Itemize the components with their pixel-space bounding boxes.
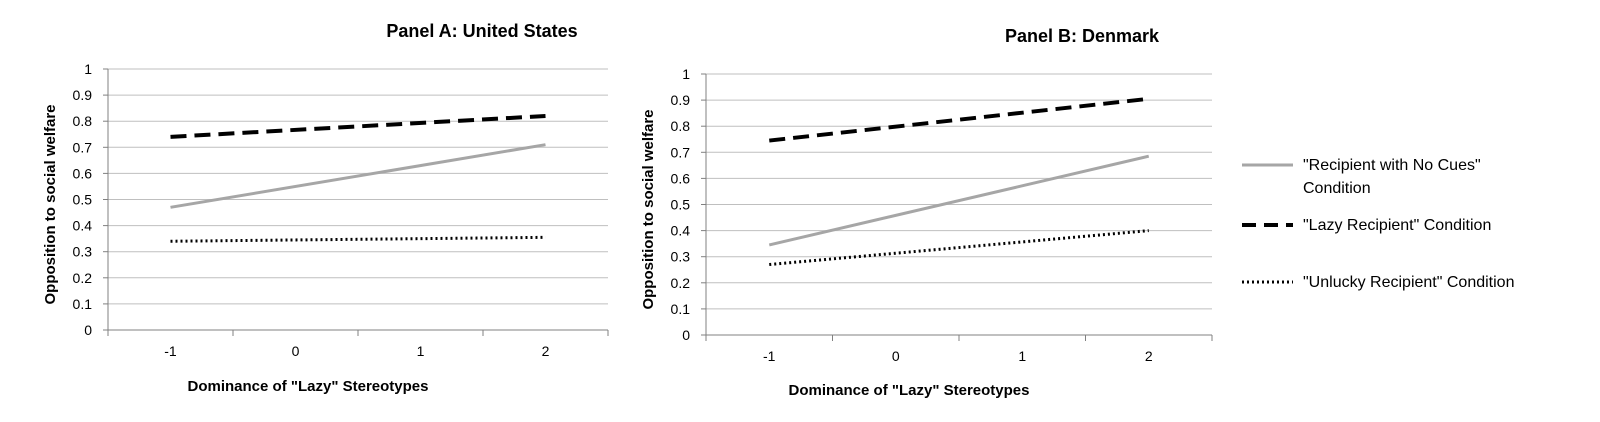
y-tick-label: 0 [682, 327, 690, 343]
y-tick-label: 0 [84, 322, 92, 338]
x-axis-label: Dominance of "Lazy" Stereotypes [789, 382, 1030, 399]
y-tick-label: 0.1 [73, 296, 93, 312]
y-tick-label: 0.2 [73, 270, 93, 286]
y-tick-label: 0.6 [671, 170, 691, 186]
x-tick-label: 1 [1018, 348, 1026, 364]
y-tick-label: 0.6 [73, 165, 93, 181]
y-tick-label: 1 [84, 61, 92, 77]
y-tick-label: 0.2 [671, 275, 691, 291]
y-tick-label: 1 [682, 66, 690, 82]
y-tick-label: 0.5 [671, 197, 691, 213]
y-tick-label: 0.4 [73, 218, 93, 234]
y-tick-label: 0.3 [73, 244, 93, 260]
y-tick-label: 0.4 [671, 223, 691, 239]
y-tick-label: 0.8 [671, 118, 691, 134]
x-tick-label: 0 [292, 343, 300, 359]
legend-label-2: "Unlucky Recipient" Condition [1303, 274, 1514, 291]
x-tick-label: -1 [763, 348, 776, 364]
y-axis-label: Opposition to social welfare [42, 104, 59, 304]
series-line-1 [769, 96, 1149, 143]
series-line-2 [769, 229, 1149, 267]
legend-label-0: "Recipient with No Cues" [1303, 157, 1481, 174]
y-tick-label: 0.1 [671, 301, 691, 317]
y-axis-label: Opposition to social welfare [640, 109, 657, 309]
x-tick-label: 1 [417, 343, 425, 359]
legend-label-0-line2: Condition [1303, 180, 1371, 197]
y-tick-label: 0.8 [73, 113, 93, 129]
panel-b-chart: 0 0.1 0.2 0.3 0.4 0.5 0.6 0.7 0.8 0.9 1 -1 0 1 2 Panel … [640, 26, 1213, 399]
y-tick-label: 0.7 [671, 144, 691, 160]
x-tick-label: 2 [542, 343, 550, 359]
x-tick-label: -1 [164, 343, 177, 359]
legend: "Recipient with No Cues" Condition "Lazy R… [1242, 157, 1514, 291]
y-tick-label: 0.9 [671, 92, 691, 108]
legend-label-1: "Lazy Recipient" Condition [1303, 217, 1491, 234]
x-tick-label: 0 [892, 348, 900, 364]
series-line-0 [768, 154, 1150, 247]
chart-title: Panel A: United States [386, 21, 577, 41]
x-axis-label: Dominance of "Lazy" Stereotypes [188, 378, 429, 395]
y-tick-label: 0.5 [73, 192, 93, 208]
y-tick-label: 0.7 [73, 139, 93, 155]
y-tick-label: 0.3 [671, 249, 691, 265]
series-line-0 [170, 143, 546, 209]
chart-title: Panel B: Denmark [1005, 26, 1160, 46]
x-tick-label: 2 [1145, 348, 1153, 364]
y-tick-label: 0.9 [73, 87, 93, 103]
series-line-1 [170, 113, 546, 139]
series-line-2 [170, 235, 546, 243]
panel-a-chart: 0 0.1 0.2 0.3 0.4 0.5 0.6 0.7 0.8 0.9 1 -1 0 1 2 Panel … [42, 21, 609, 395]
